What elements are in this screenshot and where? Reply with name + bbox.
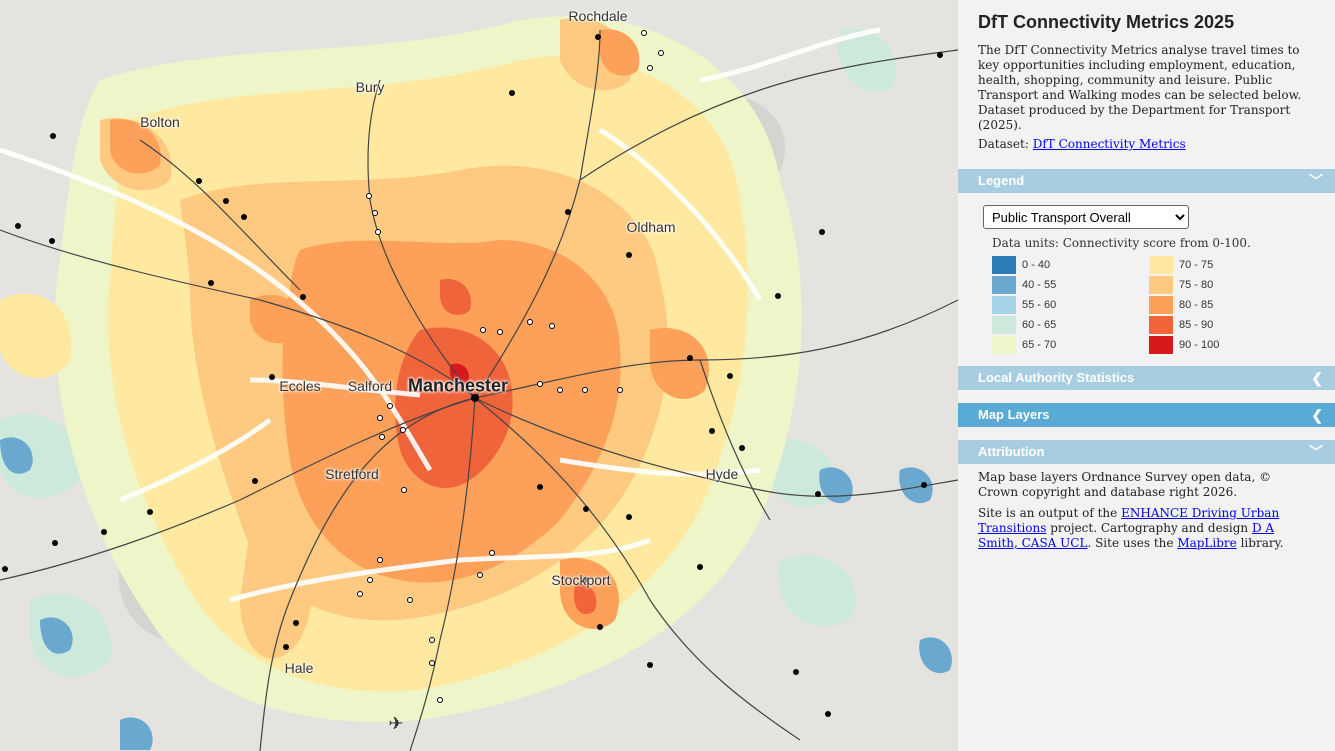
chevron-left-icon: ❮ [1311, 407, 1323, 423]
legend-swatch [992, 256, 1016, 274]
map-canvas[interactable]: Rochdale Bury Bolton Oldham Eccles Salfo… [0, 0, 958, 751]
place-label-manchester: Manchester [407, 375, 509, 396]
attr-text-a: Site is an output of the [978, 506, 1118, 520]
legend-label: 40 - 55 [1022, 279, 1057, 291]
legend-item: 70 - 75 [1149, 256, 1279, 274]
attribution-p2: Site is an output of the ENHANCE Driving… [978, 506, 1315, 551]
chevron-down-icon: ﹀ [1309, 173, 1323, 189]
legend-item: 0 - 40 [992, 256, 1149, 274]
maplibre-link[interactable]: MapLibre [1177, 536, 1237, 550]
legend-item: 90 - 100 [1149, 336, 1279, 354]
legend-swatch [992, 336, 1016, 354]
choropleth-layer [0, 16, 958, 751]
legend-item: 65 - 70 [992, 336, 1149, 354]
legend-label: 65 - 70 [1022, 339, 1057, 351]
chevron-left-icon: ❮ [1311, 370, 1323, 386]
dataset-line: Dataset: DfT Connectivity Metrics [978, 137, 1315, 152]
legend-label: 70 - 75 [1179, 259, 1214, 271]
legend-swatch [1149, 336, 1173, 354]
attr-text-d: library. [1240, 536, 1284, 550]
legend-swatch [1149, 296, 1173, 314]
legend-swatch [992, 316, 1016, 334]
chevron-down-icon: ﹀ [1309, 444, 1323, 460]
panel-description: The DfT Connectivity Metrics analyse tra… [978, 43, 1302, 132]
author-link[interactable]: D A Smith, CASA UCL [978, 521, 1275, 550]
mode-select[interactable]: Public Transport Overall [983, 205, 1189, 229]
legend-item: 85 - 90 [1149, 316, 1279, 334]
legend-units: Data units: Connectivity score from 0-10… [992, 236, 1251, 250]
enhance-link[interactable]: ENHANCE Driving Urban Transitions [978, 506, 1280, 535]
place-label-oldham: Oldham [626, 219, 676, 235]
legend-header-label: Legend [978, 173, 1025, 188]
place-label-stretford: Stretford [325, 466, 379, 482]
place-label-bury: Bury [355, 79, 385, 95]
place-label-stockport: Stockport [551, 572, 611, 588]
legend-grid: 0 - 40 70 - 75 40 - 55 75 - 80 55 - 60 80 - 8… [992, 256, 1315, 354]
legend-header[interactable]: Legend ﹀ [958, 169, 1335, 193]
legend-item: 60 - 65 [992, 316, 1149, 334]
legend-label: 75 - 80 [1179, 279, 1214, 291]
legend-swatch [1149, 276, 1173, 294]
legend-item: 75 - 80 [1149, 276, 1279, 294]
legend-label: 85 - 90 [1179, 319, 1214, 331]
map-layers-header[interactable]: Map Layers ❮ [958, 403, 1335, 427]
attr-text-b: project. Cartography and design [1050, 521, 1249, 535]
attribution-label: Attribution [978, 444, 1045, 459]
attr-text-c: . Site uses the [1087, 536, 1174, 550]
dataset-link[interactable]: DfT Connectivity Metrics [1032, 137, 1186, 151]
legend-swatch [1149, 256, 1173, 274]
airplane-icon: ✈ [388, 713, 404, 735]
place-label-salford: Salford [347, 378, 393, 394]
place-label-hale: Hale [284, 660, 314, 676]
side-panel: DfT Connectivity Metrics 2025 The DfT Co… [958, 0, 1335, 751]
local-authority-label: Local Authority Statistics [978, 370, 1135, 385]
place-label-hyde: Hyde [705, 466, 739, 482]
place-label-eccles: Eccles [279, 378, 321, 394]
legend-panel: Public Transport Overall Data units: Con… [958, 193, 1335, 358]
place-label-rochdale: Rochdale [568, 8, 628, 24]
dataset-label: Dataset: [978, 137, 1029, 151]
legend-item: 80 - 85 [1149, 296, 1279, 314]
legend-label: 0 - 40 [1022, 259, 1051, 271]
legend-label: 90 - 100 [1179, 339, 1220, 351]
local-authority-header[interactable]: Local Authority Statistics ❮ [958, 366, 1335, 390]
attribution-header[interactable]: Attribution ﹀ [958, 440, 1335, 464]
attribution-p1: Map base layers Ordnance Survey open dat… [978, 470, 1272, 499]
legend-label: 55 - 60 [1022, 299, 1057, 311]
attribution-text: Map base layers Ordnance Survey open dat… [958, 470, 1335, 551]
legend-swatch [992, 296, 1016, 314]
legend-item: 55 - 60 [992, 296, 1149, 314]
place-label-bolton: Bolton [140, 114, 180, 130]
legend-item: 40 - 55 [992, 276, 1149, 294]
legend-label: 80 - 85 [1179, 299, 1214, 311]
legend-swatch [992, 276, 1016, 294]
legend-swatch [1149, 316, 1173, 334]
legend-label: 60 - 65 [1022, 319, 1057, 331]
map-layers-label: Map Layers [978, 407, 1050, 422]
panel-title: DfT Connectivity Metrics 2025 [978, 12, 1235, 32]
